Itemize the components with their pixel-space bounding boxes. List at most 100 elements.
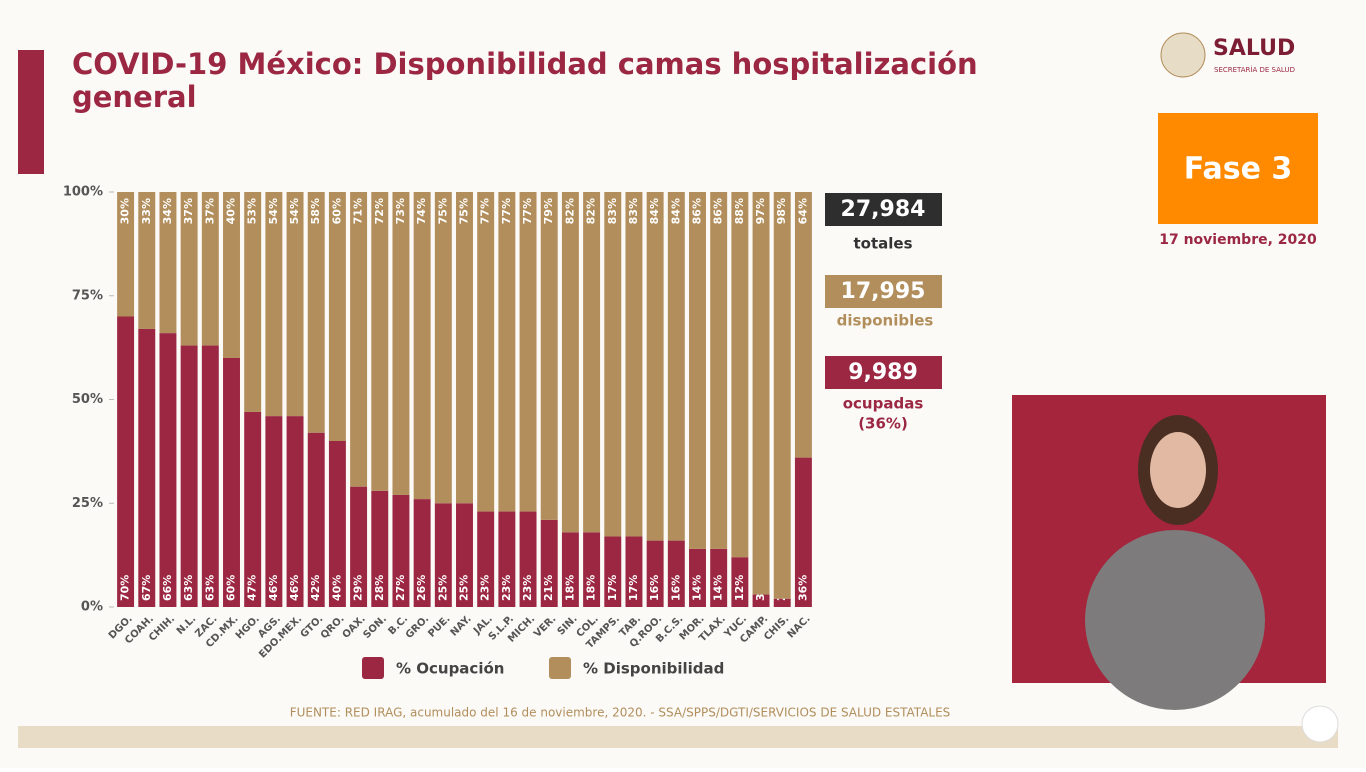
bar-segment bbox=[773, 598, 791, 607]
value-label: 18% bbox=[563, 575, 576, 601]
value-label: 37% bbox=[203, 198, 216, 224]
value-label: 79% bbox=[542, 198, 555, 224]
brand: SALUD bbox=[1213, 36, 1295, 61]
bar-segment bbox=[604, 192, 622, 537]
value-label: 60% bbox=[330, 198, 343, 224]
stat-box bbox=[825, 356, 942, 389]
value-label: 46% bbox=[267, 575, 280, 601]
bar-segment bbox=[180, 345, 198, 607]
bar-segment bbox=[286, 416, 304, 607]
bar-segment bbox=[646, 540, 664, 607]
bar-segment bbox=[625, 536, 643, 607]
bar-segment bbox=[794, 457, 812, 607]
bar-segment bbox=[244, 411, 262, 607]
value-label: 23% bbox=[521, 575, 534, 601]
interpreter-face bbox=[1150, 432, 1206, 508]
bar-segment bbox=[117, 192, 135, 317]
value-label: 40% bbox=[225, 198, 238, 224]
bar-segment bbox=[498, 192, 516, 512]
value-label: 26% bbox=[415, 575, 428, 601]
bar-segment bbox=[583, 192, 601, 533]
bar-segment bbox=[794, 192, 812, 458]
value-label: 34% bbox=[161, 198, 174, 224]
value-label: 64% bbox=[796, 198, 809, 224]
value-label: 86% bbox=[691, 198, 704, 224]
stat-value: 17,995 bbox=[841, 279, 926, 304]
y-tick-label: 75% bbox=[72, 288, 103, 303]
bar-segment bbox=[519, 192, 537, 512]
bar-segment bbox=[752, 594, 770, 607]
title: COVID-19 México: Disponibilidad camas ho… bbox=[72, 47, 978, 81]
source: FUENTE: RED IRAG, acumulado del 16 de no… bbox=[290, 706, 951, 720]
bar-segment bbox=[477, 192, 495, 512]
bar-segment bbox=[477, 511, 495, 607]
bar-segment bbox=[540, 192, 558, 520]
bar-segment bbox=[117, 316, 135, 607]
value-label: 25% bbox=[436, 575, 449, 601]
value-label: 46% bbox=[288, 575, 301, 601]
interpreter-body bbox=[1085, 530, 1265, 710]
bar-segment bbox=[689, 548, 706, 607]
bar-segment bbox=[201, 345, 219, 607]
value-label: 17% bbox=[606, 575, 619, 601]
bar-segment bbox=[561, 532, 579, 607]
bar-segment bbox=[519, 511, 537, 607]
value-label: 14% bbox=[691, 575, 704, 601]
bar-segment bbox=[371, 490, 389, 607]
value-label: 40% bbox=[330, 575, 343, 601]
brand-sub: SECRETARÍA DE SALUD bbox=[1214, 65, 1295, 74]
legend-label: % Ocupación bbox=[396, 660, 504, 678]
y-tick-label: 100% bbox=[63, 185, 103, 200]
bar-segment bbox=[434, 503, 452, 607]
bar-segment bbox=[307, 432, 325, 607]
value-label: 30% bbox=[119, 198, 132, 224]
stat-box bbox=[825, 193, 942, 226]
bar-segment bbox=[604, 536, 622, 607]
value-label: 27% bbox=[394, 575, 407, 601]
value-label: 21% bbox=[542, 575, 555, 601]
value-label: 72% bbox=[373, 198, 386, 224]
stat-box bbox=[825, 275, 942, 308]
chart: 0%25%50%75%100%70%30%DGO.67%33%COAH.66%3… bbox=[63, 185, 813, 679]
bar-segment bbox=[561, 192, 579, 533]
bar-segment bbox=[667, 192, 685, 541]
stat-label: disponibles bbox=[837, 312, 934, 330]
gov-logo bbox=[1301, 705, 1339, 743]
value-label: 75% bbox=[436, 198, 449, 224]
title-accent bbox=[18, 50, 44, 174]
value-label: 25% bbox=[458, 575, 471, 601]
value-label: 47% bbox=[246, 575, 259, 601]
bar-segment bbox=[583, 532, 601, 607]
bar-segment bbox=[710, 548, 728, 607]
legend-swatch bbox=[362, 657, 384, 679]
value-label: 16% bbox=[648, 575, 661, 601]
value-label: 14% bbox=[712, 575, 725, 601]
bar-segment bbox=[456, 192, 473, 504]
value-label: 29% bbox=[352, 575, 365, 601]
bar-segment bbox=[223, 192, 240, 358]
value-label: 84% bbox=[648, 198, 661, 224]
bar-segment bbox=[392, 494, 410, 607]
bar-segment bbox=[138, 192, 156, 329]
bar-segment bbox=[265, 192, 283, 417]
bar-segment bbox=[159, 192, 177, 334]
emblem bbox=[1160, 32, 1206, 78]
bar-segment bbox=[434, 192, 452, 504]
y-tick-label: 50% bbox=[72, 392, 103, 407]
value-label: 73% bbox=[394, 198, 407, 224]
value-label: 54% bbox=[288, 198, 301, 224]
value-label: 84% bbox=[669, 198, 682, 224]
value-label: 71% bbox=[352, 198, 365, 224]
value-label: 36% bbox=[796, 575, 809, 601]
value-label: 16% bbox=[669, 575, 682, 601]
bar-segment bbox=[159, 333, 177, 607]
bar-segment bbox=[710, 192, 728, 549]
y-tick-label: 0% bbox=[81, 600, 103, 615]
bar-segment bbox=[689, 192, 706, 549]
stat-label: ocupadas bbox=[843, 395, 924, 413]
bar-segment bbox=[667, 540, 685, 607]
bar-segment bbox=[307, 192, 325, 433]
value-label: 63% bbox=[203, 575, 216, 601]
value-label: 23% bbox=[500, 575, 513, 601]
